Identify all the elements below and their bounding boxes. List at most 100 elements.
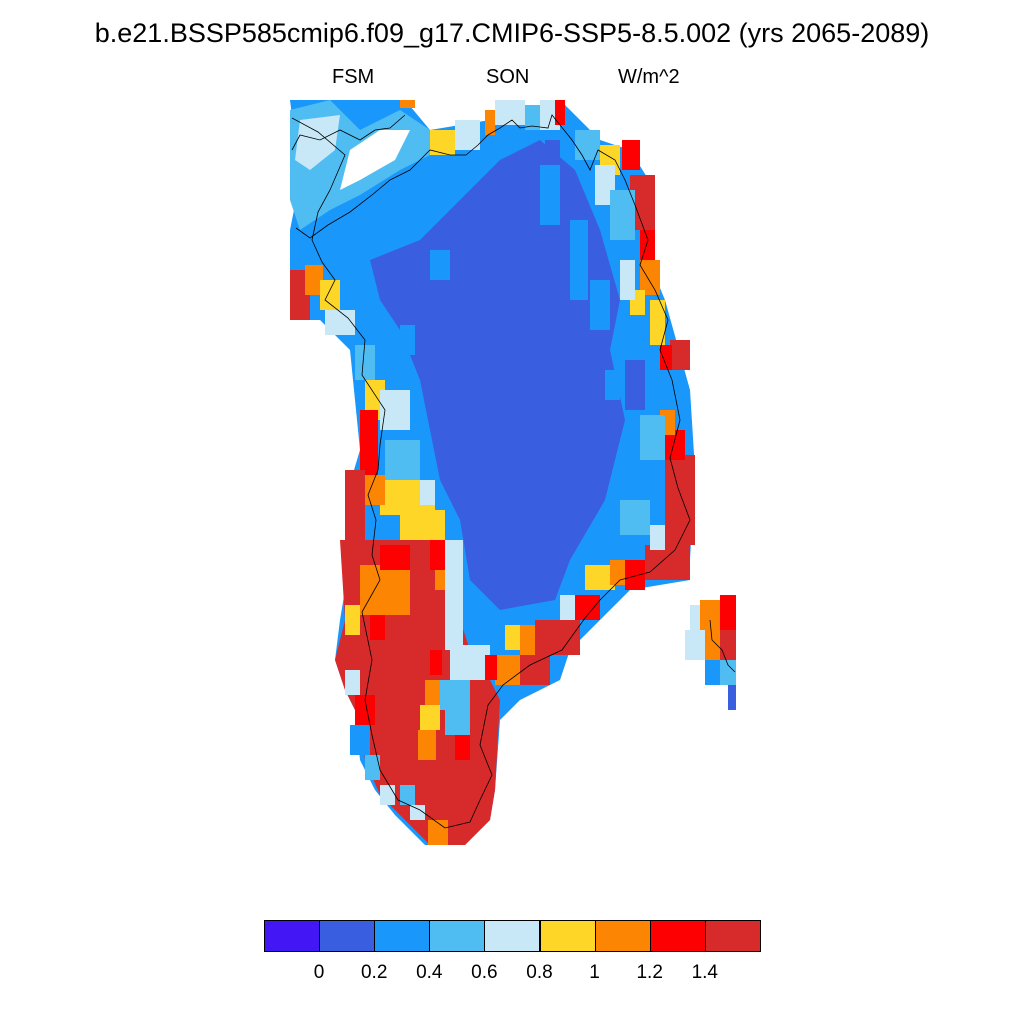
field-cell	[355, 345, 375, 380]
colorbar-tick-label: 0	[313, 962, 325, 983]
field-cell	[620, 260, 635, 300]
colorbar-swatch	[264, 920, 321, 952]
field-cell	[505, 625, 520, 650]
coastline	[291, 114, 736, 829]
field-cell	[400, 785, 415, 805]
colorbar-swatch	[429, 920, 486, 952]
plot-title: b.e21.BSSP585cmip6.f09_g17.CMIP6-SSP5-8.…	[94, 18, 930, 48]
colorbar-tick-label: 0.8	[526, 962, 553, 983]
field-cell	[450, 645, 490, 680]
field-cell	[445, 540, 463, 650]
field-cell	[605, 370, 620, 400]
field-north-pale	[295, 115, 340, 170]
field-cell	[380, 785, 395, 805]
field-cell	[400, 325, 415, 355]
field-cell	[540, 165, 560, 225]
field-north-white	[340, 130, 410, 190]
field-cell	[355, 695, 375, 725]
field-cell	[560, 595, 575, 620]
colorbar-tick-label: 1.2	[636, 962, 663, 983]
field-cell	[345, 670, 360, 695]
field-cell	[428, 820, 448, 845]
colorbar-swatch	[484, 920, 541, 952]
field-cell	[485, 110, 495, 135]
field-cell	[420, 705, 440, 730]
field-cell	[700, 600, 720, 630]
field-cell	[455, 735, 470, 760]
field-cells	[290, 100, 736, 845]
field-cell	[400, 510, 445, 540]
colorbar-swatch	[319, 920, 376, 952]
field-cell	[720, 630, 736, 665]
field-cell	[625, 360, 645, 410]
field-cell	[570, 220, 588, 300]
field-cell	[520, 625, 535, 655]
field-cell	[640, 260, 660, 295]
colorbar-swatch	[539, 920, 596, 952]
field-cell	[445, 705, 470, 735]
field-cell	[400, 100, 415, 108]
colorbar-swatch	[649, 920, 706, 952]
field-cell	[420, 480, 435, 505]
field-cell	[495, 655, 520, 685]
field-cell	[305, 265, 323, 295]
field-cell	[660, 345, 672, 370]
field-cell	[435, 570, 447, 590]
field-cell	[728, 685, 736, 710]
coastline-west	[291, 114, 691, 829]
field-cell	[685, 630, 705, 660]
field-cell	[495, 100, 525, 125]
field-cell	[418, 730, 436, 760]
colorbar-tick-label: 1.4	[691, 962, 719, 983]
field-cell	[380, 545, 410, 570]
field-cell	[640, 415, 665, 460]
field-cell	[520, 655, 550, 685]
field-cell	[705, 660, 720, 685]
field-cell	[535, 620, 580, 655]
units-label: W/m^2	[618, 66, 680, 88]
field-cell	[455, 120, 480, 150]
field-cell	[620, 500, 650, 535]
colorbar-tick-label: 1	[589, 962, 600, 983]
field-cell	[380, 390, 410, 430]
coastline-north	[291, 114, 406, 151]
field-cell	[645, 545, 690, 580]
colorbar-swatch	[704, 920, 761, 952]
field-cell	[720, 660, 736, 685]
season-label: SON	[486, 66, 530, 88]
coastline-island	[709, 619, 736, 673]
field-cell	[370, 615, 385, 640]
field-cell	[670, 340, 690, 370]
field-cell	[430, 650, 442, 675]
field-cell	[410, 805, 425, 820]
variable-label: FSM	[332, 66, 375, 88]
field-cell	[430, 540, 445, 570]
field-cell	[345, 470, 365, 550]
field-cell	[625, 560, 645, 590]
field-cell	[430, 250, 450, 280]
field-cell	[350, 725, 370, 755]
field-cell	[545, 140, 560, 160]
field-cell	[385, 440, 420, 480]
field-cell	[485, 655, 497, 680]
field-cell	[665, 430, 685, 460]
field-cell	[575, 595, 600, 620]
field-cell	[650, 525, 665, 550]
field-cell	[650, 300, 665, 345]
colorbar-tick-label: 0.2	[360, 962, 388, 983]
field-cell	[325, 310, 355, 335]
field-cell	[665, 455, 695, 545]
field-cell	[360, 565, 410, 615]
field-cell	[365, 475, 385, 505]
colorbar-swatch	[374, 920, 431, 952]
field-cell	[365, 755, 380, 780]
field-cell	[640, 230, 655, 260]
field-cell	[720, 595, 736, 630]
field-cell	[705, 630, 720, 660]
colorbar-swatch	[594, 920, 651, 952]
field-cell	[610, 190, 635, 240]
colorbar-tick-label: 0.6	[471, 962, 498, 983]
field-cell	[345, 605, 360, 635]
field-cell	[525, 105, 540, 130]
field-cell	[622, 140, 640, 170]
